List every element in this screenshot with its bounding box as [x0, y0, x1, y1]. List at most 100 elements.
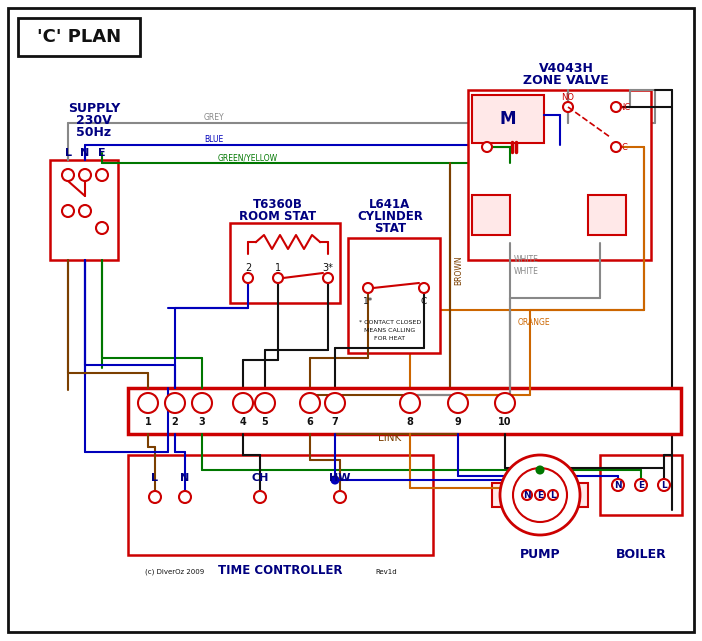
Text: (c) DiverOz 2009: (c) DiverOz 2009 [145, 569, 204, 575]
FancyBboxPatch shape [492, 483, 504, 507]
Circle shape [400, 393, 420, 413]
Circle shape [331, 476, 338, 483]
Text: HW: HW [329, 473, 351, 483]
Text: MEANS CALLING: MEANS CALLING [364, 328, 416, 333]
Text: 1: 1 [275, 263, 281, 273]
Text: 2: 2 [171, 417, 178, 427]
Text: NC: NC [618, 103, 630, 112]
Text: 50Hz: 50Hz [77, 126, 112, 138]
Circle shape [273, 273, 283, 283]
Circle shape [635, 479, 647, 491]
FancyBboxPatch shape [50, 160, 118, 260]
FancyBboxPatch shape [576, 483, 588, 507]
Circle shape [323, 273, 333, 283]
Circle shape [522, 490, 532, 500]
Text: 10: 10 [498, 417, 512, 427]
Circle shape [96, 222, 108, 234]
Text: ROOM STAT: ROOM STAT [239, 210, 317, 224]
Text: 230V: 230V [76, 113, 112, 126]
Circle shape [149, 491, 161, 503]
Text: 9: 9 [455, 417, 461, 427]
Text: FOR HEAT: FOR HEAT [374, 335, 406, 340]
Text: 6: 6 [307, 417, 313, 427]
Text: PUMP: PUMP [519, 547, 560, 560]
Text: 7: 7 [331, 417, 338, 427]
FancyBboxPatch shape [128, 388, 681, 434]
Circle shape [535, 490, 545, 500]
Text: GREEN/YELLOW: GREEN/YELLOW [218, 153, 278, 163]
Text: T6360B: T6360B [253, 199, 303, 212]
Circle shape [192, 393, 212, 413]
Circle shape [611, 142, 621, 152]
FancyBboxPatch shape [230, 223, 340, 303]
Circle shape [233, 393, 253, 413]
FancyBboxPatch shape [472, 95, 544, 143]
FancyBboxPatch shape [468, 90, 651, 260]
FancyBboxPatch shape [600, 455, 682, 515]
Circle shape [243, 273, 253, 283]
Text: L641A: L641A [369, 199, 411, 212]
Text: C: C [421, 297, 427, 306]
Circle shape [179, 491, 191, 503]
Text: N: N [523, 490, 531, 499]
Circle shape [536, 467, 543, 474]
Circle shape [611, 102, 621, 112]
Circle shape [363, 283, 373, 293]
Circle shape [62, 169, 74, 181]
Text: 4: 4 [239, 417, 246, 427]
Text: CYLINDER: CYLINDER [357, 210, 423, 224]
Text: CH: CH [251, 473, 269, 483]
Text: M: M [500, 110, 516, 128]
Text: TIME CONTROLLER: TIME CONTROLLER [218, 563, 343, 576]
Text: N: N [614, 481, 622, 490]
Text: LINK: LINK [378, 433, 402, 443]
Text: BOILER: BOILER [616, 547, 666, 560]
Text: N: N [80, 148, 90, 158]
Text: Rev1d: Rev1d [375, 569, 397, 575]
Text: V4043H: V4043H [538, 62, 593, 74]
Text: E: E [98, 148, 106, 158]
Circle shape [548, 490, 558, 500]
Text: 1: 1 [145, 417, 152, 427]
Circle shape [165, 393, 185, 413]
Text: 3: 3 [199, 417, 206, 427]
Text: L: L [550, 490, 556, 499]
Text: STAT: STAT [374, 222, 406, 235]
Text: * CONTACT CLOSED: * CONTACT CLOSED [359, 319, 421, 324]
Text: NO: NO [562, 92, 574, 101]
Circle shape [334, 491, 346, 503]
Text: N: N [180, 473, 190, 483]
Circle shape [79, 205, 91, 217]
Circle shape [495, 393, 515, 413]
Circle shape [255, 393, 275, 413]
Text: E: E [638, 481, 644, 490]
Circle shape [62, 205, 74, 217]
Circle shape [482, 142, 492, 152]
Circle shape [513, 468, 567, 522]
Circle shape [612, 479, 624, 491]
Circle shape [325, 393, 345, 413]
Circle shape [300, 393, 320, 413]
Text: ORANGE: ORANGE [518, 318, 550, 327]
FancyBboxPatch shape [588, 195, 626, 235]
FancyBboxPatch shape [472, 195, 510, 235]
Circle shape [419, 283, 429, 293]
Text: WHITE: WHITE [514, 256, 539, 265]
Text: 1*: 1* [363, 297, 373, 306]
Circle shape [79, 169, 91, 181]
Circle shape [448, 393, 468, 413]
Text: 'C' PLAN: 'C' PLAN [37, 28, 121, 46]
Circle shape [563, 102, 573, 112]
FancyBboxPatch shape [348, 238, 440, 353]
Text: 8: 8 [406, 417, 413, 427]
Text: SUPPLY: SUPPLY [68, 101, 120, 115]
Circle shape [138, 393, 158, 413]
Text: L: L [661, 481, 667, 490]
Text: WHITE: WHITE [514, 267, 539, 276]
Text: L: L [65, 148, 72, 158]
Text: BLUE: BLUE [204, 135, 223, 144]
Circle shape [500, 455, 580, 535]
FancyBboxPatch shape [128, 455, 433, 555]
Circle shape [658, 479, 670, 491]
Text: GREY: GREY [204, 113, 225, 122]
